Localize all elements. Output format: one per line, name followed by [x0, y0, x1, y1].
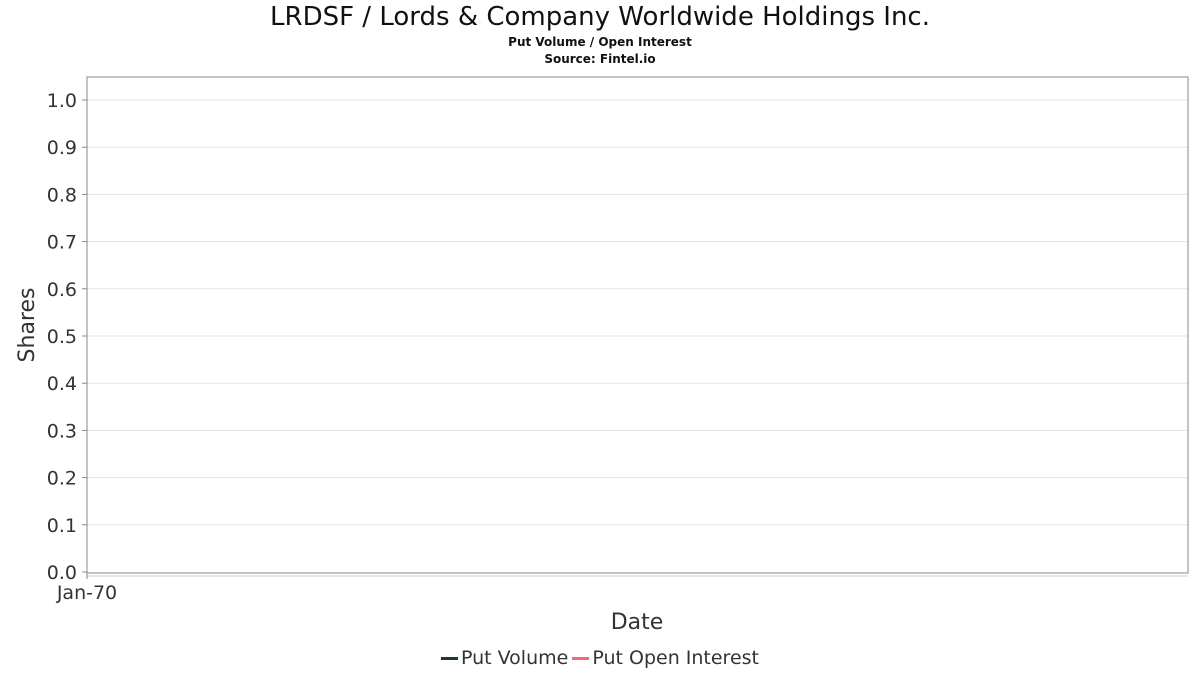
y-tick-label: 0.8 [47, 184, 77, 206]
x-axis-ticks: Jan-70 [56, 573, 1188, 604]
x-axis-label: Date [611, 610, 664, 635]
plot-frame [86, 76, 1189, 574]
legend-swatch-put-volume [441, 656, 458, 660]
y-tick-label: 0.1 [47, 515, 77, 537]
y-axis-label: Shares [15, 288, 40, 363]
y-tick-label: 0.3 [47, 420, 77, 442]
y-tick-label: 0.2 [47, 468, 77, 490]
grid-lines [87, 99, 1188, 526]
legend: Put Volume Put Open Interest [0, 647, 1200, 669]
y-tick-label: 0.6 [47, 279, 77, 301]
legend-item-put-volume: Put Volume [441, 647, 568, 669]
legend-item-put-open-interest: Put Open Interest [572, 647, 759, 669]
legend-swatch-put-open-interest [572, 656, 590, 660]
chart-source: Source: Fintel.io [544, 52, 656, 66]
y-axis-ticks: 0.0 0.1 0.2 0.3 0.4 0.5 0.6 0.7 0.8 0.9 1.0 [47, 90, 87, 584]
y-tick-label: 0.4 [47, 373, 77, 395]
y-tick-label: 0.7 [47, 232, 77, 254]
y-tick-label: 0.0 [47, 562, 77, 584]
y-tick-label: 0.9 [47, 137, 77, 159]
legend-label-put-volume: Put Volume [461, 647, 569, 669]
legend-label-put-open-interest: Put Open Interest [592, 647, 759, 669]
chart-title: LRDSF / Lords & Company Worldwide Holdin… [270, 2, 930, 32]
chart-subtitle: Put Volume / Open Interest [508, 35, 692, 49]
y-tick-label: 1.0 [47, 90, 77, 112]
x-tick-label: Jan-70 [56, 582, 117, 604]
y-tick-label: 0.5 [47, 326, 77, 348]
